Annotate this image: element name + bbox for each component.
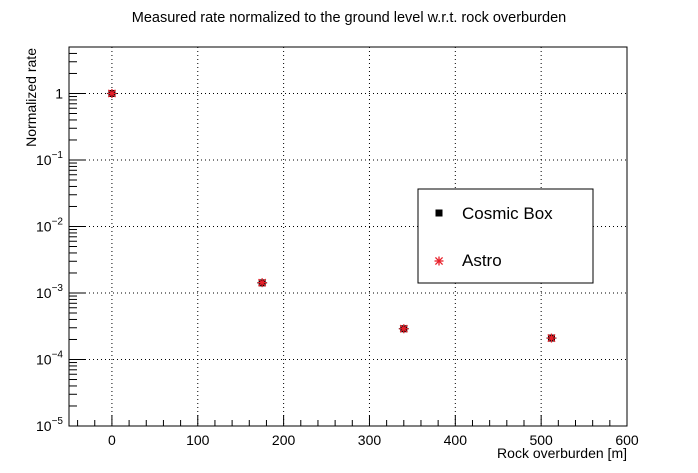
legend-marker-astro: [434, 256, 444, 266]
y-tick-label: 10−1: [36, 150, 63, 168]
ticks: [69, 46, 628, 427]
data-point-astro-stroke: [258, 278, 267, 287]
legend: Cosmic Box Astro: [417, 188, 594, 284]
y-axis-title: Normalized rate: [23, 48, 39, 147]
x-tick-label: 100: [186, 432, 210, 448]
legend-marker-cosmic-box: [435, 209, 443, 217]
y-tick-label: 10−2: [36, 216, 63, 234]
x-axis-title: Rock overburden [m]: [497, 445, 627, 461]
data-point-astro: [107, 88, 117, 98]
x-tick-label: 400: [444, 432, 468, 448]
data-point-astro-stroke: [547, 334, 556, 343]
y-tick-label: 10−5: [36, 416, 63, 434]
x-tick-label: 200: [272, 432, 296, 448]
data-point-astro-stroke: [107, 89, 116, 98]
data-points: [106, 88, 557, 343]
x-tick-label: 0: [108, 432, 116, 448]
x-tick-label: 600: [615, 432, 639, 448]
legend-label-astro: Astro: [462, 251, 502, 270]
legend-box: [417, 188, 594, 284]
y-tick-label: 10−3: [36, 283, 63, 301]
legend-star-stroke: [434, 256, 444, 266]
legend-square: [435, 209, 443, 217]
data-point-astro: [546, 333, 556, 343]
data-point-astro-stroke: [399, 324, 408, 333]
y-tick-label: 10−4: [36, 349, 63, 367]
chart-title: Measured rate normalized to the ground l…: [132, 10, 566, 26]
legend-label-cosmic-box: Cosmic Box: [462, 204, 553, 223]
y-tick-label: 1: [55, 85, 63, 101]
x-tick-label: 300: [358, 432, 382, 448]
x-tick-label: 500: [529, 432, 553, 448]
data-point-astro: [399, 324, 409, 334]
legend-star: [434, 256, 444, 266]
tick-labels: 0 100 200 300 400 500 600 1 10−1 10−2 10−3 10−4 10−5: [36, 85, 639, 448]
data-point-astro: [257, 278, 267, 288]
